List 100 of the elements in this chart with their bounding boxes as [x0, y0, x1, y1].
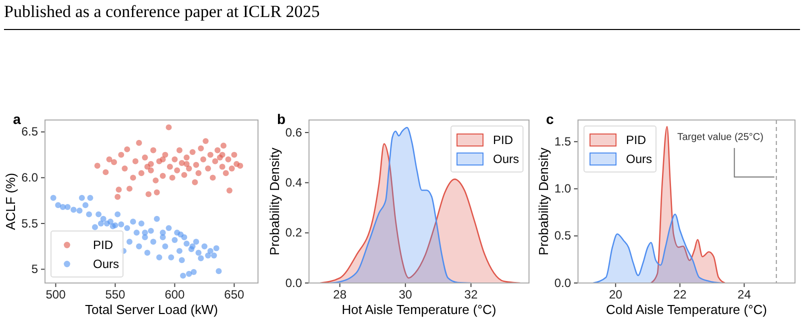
- point: [176, 248, 182, 254]
- point: [190, 149, 196, 156]
- point: [94, 162, 100, 169]
- point: [237, 162, 244, 169]
- point: [130, 218, 136, 225]
- y-tick-label: 1.0: [554, 182, 572, 196]
- point: [210, 252, 217, 259]
- y-tick-label: 0.0: [554, 276, 572, 290]
- point: [102, 169, 109, 176]
- point: [64, 204, 71, 210]
- x-tick-label: 600: [164, 288, 186, 302]
- point: [130, 174, 136, 181]
- point: [136, 243, 142, 250]
- point: [116, 186, 122, 193]
- x-axis-title: Total Server Load (kW): [85, 302, 218, 317]
- x-tick-label: 500: [46, 288, 66, 302]
- point: [148, 160, 154, 167]
- point: [114, 211, 121, 218]
- point: [126, 238, 132, 245]
- legend-label: Ours: [93, 257, 120, 271]
- point: [213, 245, 220, 252]
- point: [150, 147, 156, 154]
- point: [219, 152, 226, 158]
- point: [186, 270, 192, 277]
- point: [166, 124, 172, 130]
- point: [176, 147, 182, 154]
- point: [118, 221, 124, 228]
- ref-line-label: Target value (25°C): [677, 132, 764, 143]
- chart-title: a: [13, 111, 21, 127]
- point: [138, 170, 144, 176]
- x-tick-label: 28: [333, 288, 347, 302]
- point: [144, 250, 150, 256]
- legend-label: PID: [93, 238, 114, 252]
- x-tick-label: 24: [738, 288, 752, 302]
- point: [225, 156, 232, 162]
- point: [178, 231, 184, 238]
- x-axis-title: Cold Aisle Temperature (°C): [606, 302, 768, 317]
- point: [202, 138, 209, 144]
- x-tick-label: 650: [224, 288, 245, 302]
- point: [210, 174, 216, 181]
- point: [162, 152, 168, 158]
- x-tick-label: 22: [673, 288, 687, 302]
- point: [146, 191, 152, 198]
- point: [112, 222, 118, 228]
- point: [198, 145, 204, 152]
- point: [76, 208, 82, 214]
- point: [160, 172, 166, 179]
- point: [180, 272, 186, 279]
- point: [214, 147, 221, 154]
- point: [98, 220, 104, 226]
- y-tick-label: 5.5: [21, 216, 38, 230]
- point: [207, 152, 214, 158]
- point: [152, 177, 159, 184]
- y-tick-label: 1.5: [554, 134, 572, 149]
- point: [193, 162, 200, 168]
- point: [148, 228, 154, 234]
- point: [212, 158, 218, 164]
- point: [169, 174, 176, 181]
- y-tick-label: 0.4: [285, 176, 302, 190]
- point: [154, 189, 160, 196]
- y-tick-label: 6.0: [21, 170, 38, 185]
- point: [201, 243, 208, 250]
- point: [60, 204, 66, 210]
- point: [86, 211, 92, 218]
- point: [174, 167, 180, 174]
- point: [222, 170, 229, 176]
- point: [106, 156, 112, 162]
- point: [78, 194, 85, 201]
- point: [118, 152, 124, 158]
- point: [231, 152, 238, 158]
- point: [70, 206, 77, 213]
- point: [192, 179, 198, 186]
- point: [198, 255, 204, 262]
- point: [142, 230, 148, 236]
- point: [55, 202, 62, 208]
- point: [181, 172, 188, 178]
- point: [200, 156, 206, 162]
- point: [178, 160, 185, 166]
- point: [154, 216, 160, 222]
- chart-title: b: [277, 111, 286, 127]
- x-tick-label: 550: [105, 288, 126, 302]
- point: [186, 166, 192, 172]
- point: [196, 250, 202, 256]
- x-tick-label: 20: [608, 288, 623, 302]
- y-tick-label: 0.5: [554, 228, 572, 243]
- point: [142, 154, 148, 161]
- point: [111, 159, 117, 166]
- point: [205, 252, 212, 259]
- point: [132, 158, 138, 164]
- point: [122, 166, 128, 172]
- y-tick-label: 0.0: [285, 276, 302, 290]
- point: [166, 225, 172, 232]
- point: [184, 160, 190, 167]
- legend-label: Ours: [626, 152, 652, 166]
- point: [219, 164, 226, 170]
- point: [82, 202, 88, 208]
- legend-label: PID: [493, 133, 514, 147]
- point: [190, 269, 197, 275]
- point: [205, 166, 212, 172]
- point: [193, 238, 200, 245]
